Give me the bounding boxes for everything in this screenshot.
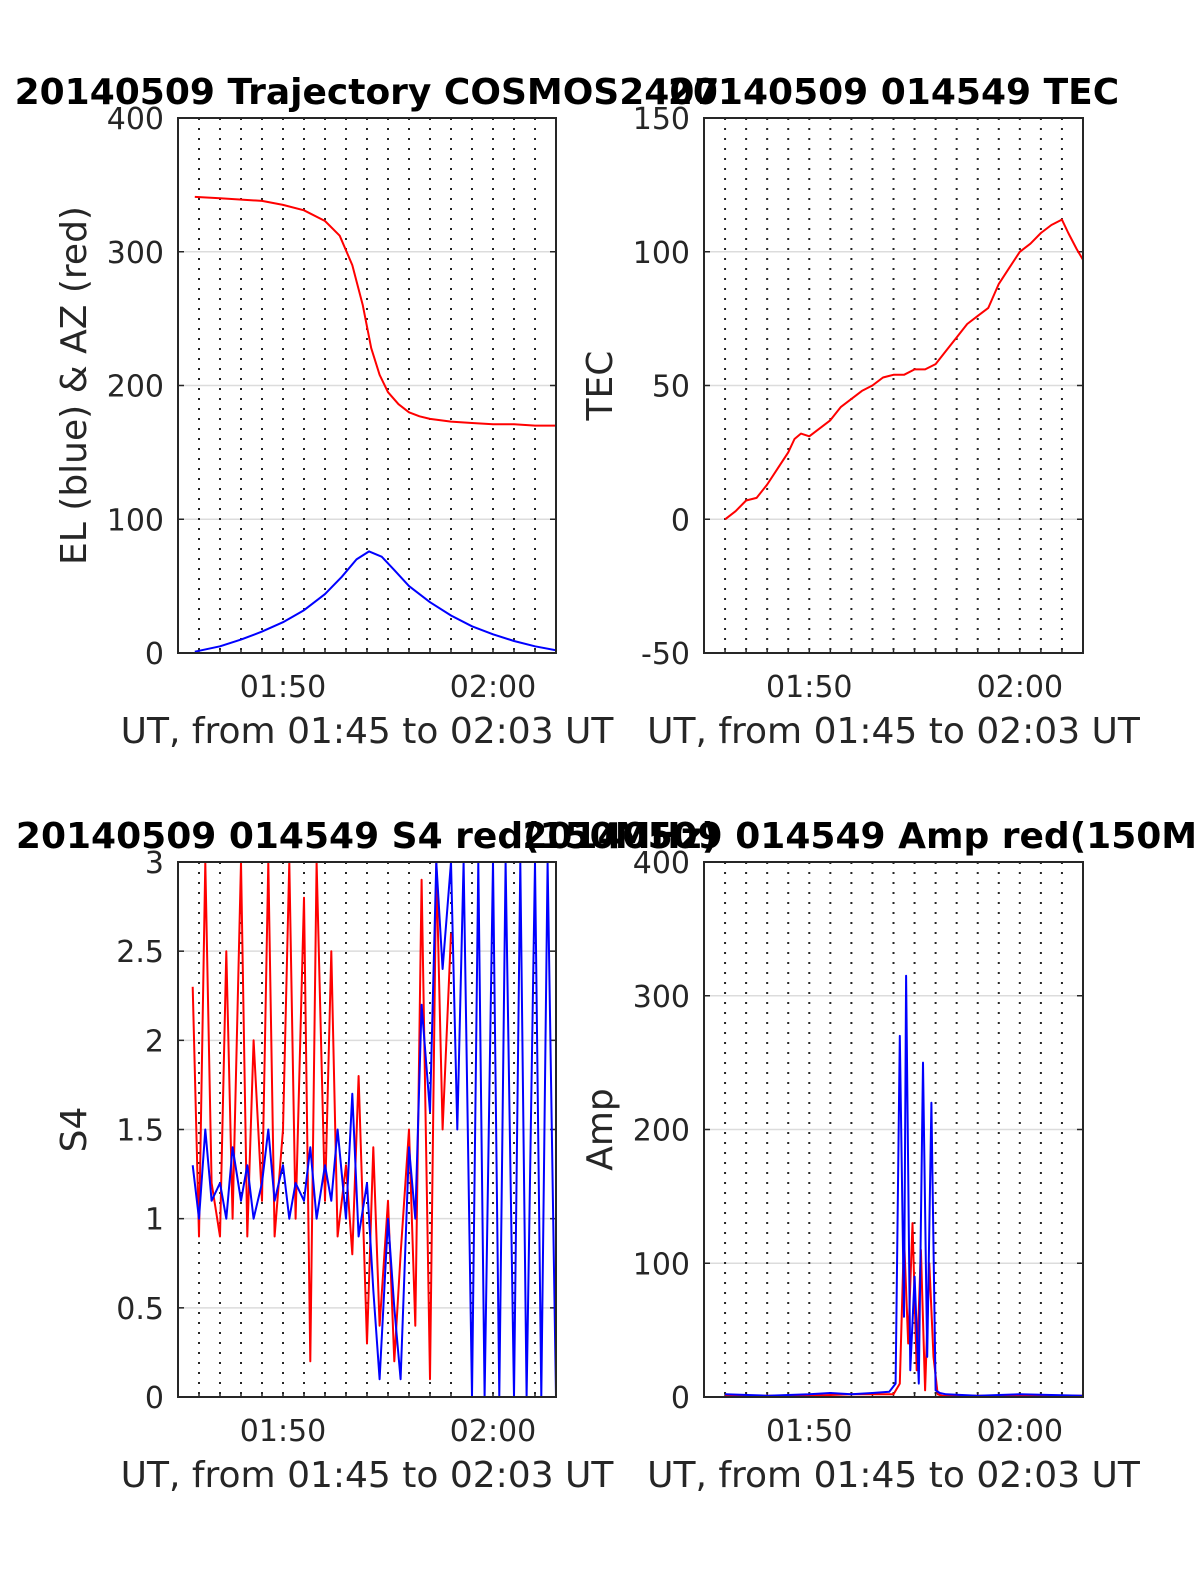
y-tick-label: 100 [633,236,690,271]
y-tick-label: 400 [107,102,164,137]
y-tick-label: 300 [633,980,690,1015]
series-line-1 [725,974,1083,1397]
y-tick-label: -50 [641,637,690,672]
y-tick-label: 300 [107,236,164,271]
axes-frame [177,117,557,654]
x-tick-label: 01:50 [766,1414,852,1449]
x-tick-label: 02:00 [450,670,536,705]
y-tick-label: 0 [671,1381,690,1416]
x-tick-label: 01:50 [240,1414,326,1449]
panel-amp: 0 100 200 300 400 01:50 02:00 20140509 014549 A… [522,816,1200,1496]
y-tick-label: 2.5 [116,935,164,970]
y-axis-label: S4 [54,1107,95,1153]
y-tick-label: 2 [145,1024,164,1059]
y-axis-label: Amp [580,1088,621,1171]
series-line-0 [724,218,1083,521]
chart-title: 20140509 014549 S4 red(150MHz) [16,816,718,857]
panel-trajectory: 0 100 200 300 400 01:50 02:00 20140509 Trajecto… [15,72,720,752]
panel-s4: 0 0.5 1 1.5 2 2.5 3 01:50 02:00 20140509 014549 S… [16,816,718,1496]
axes-frame [703,861,1084,1398]
y-tick-label: 200 [107,370,164,405]
x-tick-label: 02:00 [450,1414,536,1449]
series-line-1 [194,550,556,653]
x-tick-label: 01:50 [766,670,852,705]
y-tick-label: 3 [145,846,164,881]
x-axis-label: UT, from 01:45 to 02:03 UT [647,1455,1141,1496]
series-line-0 [194,195,556,427]
x-tick-label: 02:00 [977,1414,1063,1449]
axes-frame [703,117,1084,654]
y-tick-label: 0 [145,1381,164,1416]
y-tick-label: 0 [671,503,690,538]
y-axis-label: TEC [580,351,621,422]
y-tick-label: 100 [633,1247,690,1282]
y-tick-label: 200 [633,1114,690,1149]
series-line-1 [191,862,556,1397]
chart-title: 20140509 Trajectory COSMOS2407 [15,72,720,113]
y-axis-label: EL (blue) & AZ (red) [54,206,95,565]
y-tick-label: 0 [145,637,164,672]
y-tick-label: 400 [633,846,690,881]
chart-title: 20140509 014549 Amp red(150MHz) [522,816,1200,857]
x-tick-label: 01:50 [240,670,326,705]
y-tick-label: 1 [145,1203,164,1238]
chart-title: 20140509 014549 TEC [668,72,1119,113]
y-tick-label: 50 [652,370,690,405]
axes-frame [177,861,557,1398]
x-axis-label: UT, from 01:45 to 02:03 UT [647,711,1141,752]
y-tick-label: 0.5 [116,1292,164,1327]
series-line-0 [191,862,452,1381]
x-axis-label: UT, from 01:45 to 02:03 UT [121,711,615,752]
x-tick-label: 02:00 [977,670,1063,705]
y-tick-label: 1.5 [116,1114,164,1149]
panel-tec: -50 0 50 100 150 01:50 02:00 20140509 014549 TE… [580,72,1141,752]
y-tick-label: 150 [633,102,690,137]
y-tick-label: 100 [107,503,164,538]
x-axis-label: UT, from 01:45 to 02:03 UT [121,1455,615,1496]
